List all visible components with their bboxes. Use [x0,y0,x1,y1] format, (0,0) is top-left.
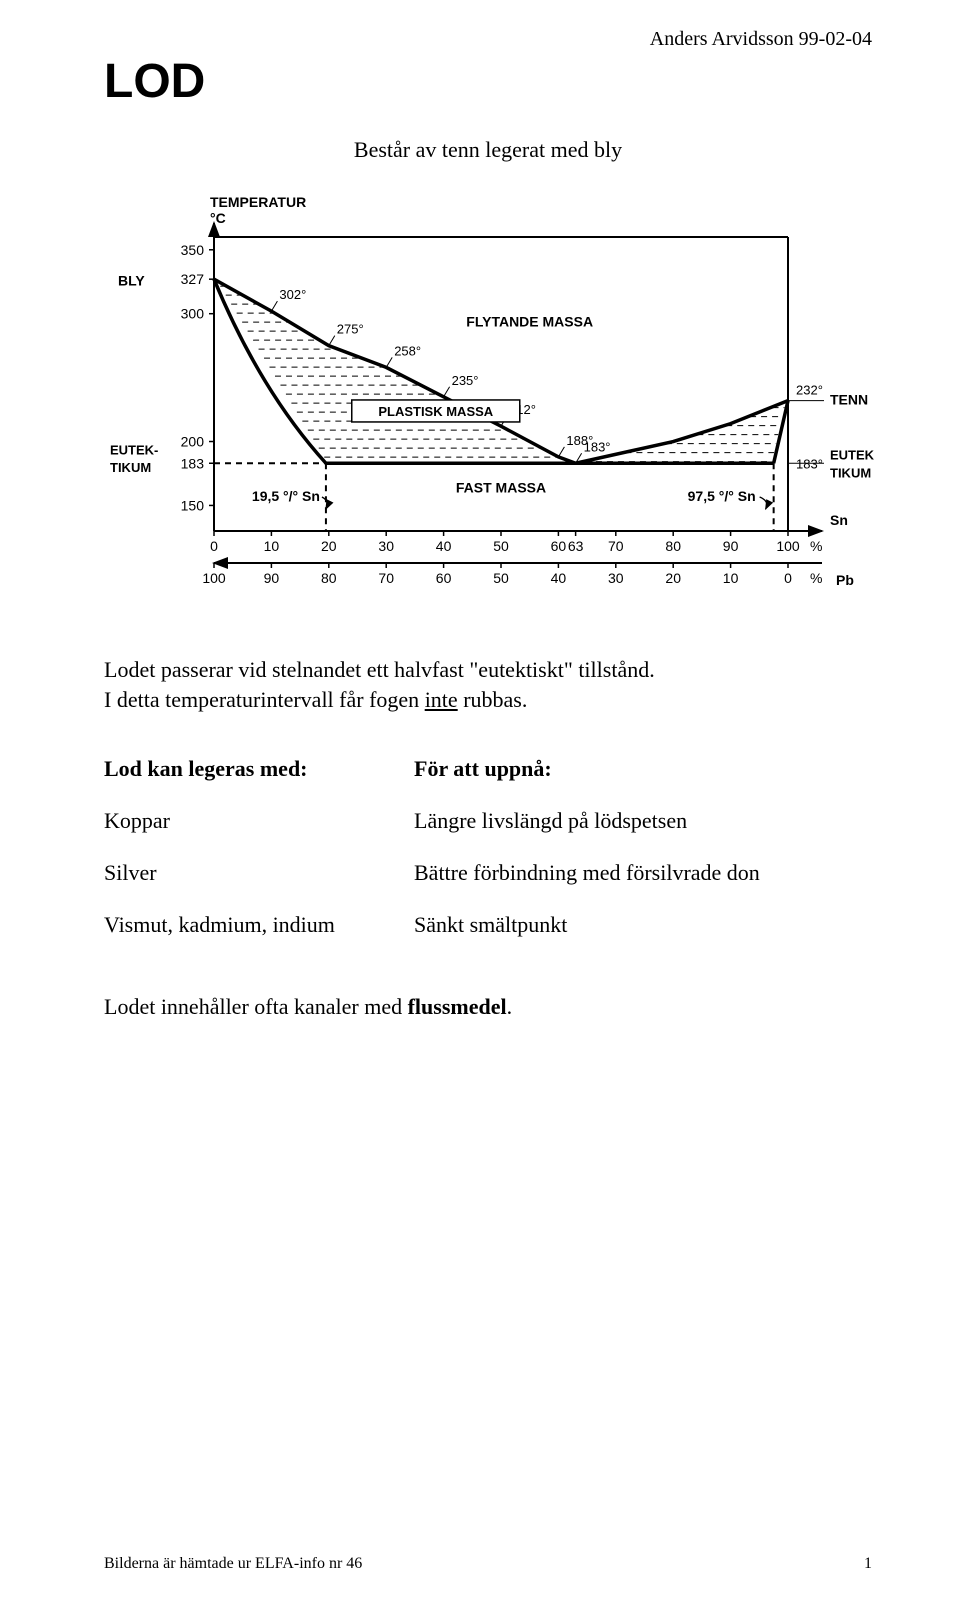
legend-row: Silver Bättre förbindning med försilvrad… [104,860,872,886]
legend-right: Bättre förbindning med försilvrade don [414,860,872,886]
legend-left: Koppar [104,808,414,834]
legend-right: Längre livslängd på lödspetsen [414,808,872,834]
svg-text:327: 327 [181,271,205,287]
svg-text:TEMPERATUR: TEMPERATUR [210,194,306,210]
footer-credit: Bilderna är hämtade ur ELFA-info nr 46 [104,1555,362,1573]
svg-text:70: 70 [378,570,394,586]
footer-page: 1 [864,1555,872,1573]
svg-text:FAST MASSA: FAST MASSA [456,480,546,496]
svg-text:0: 0 [784,570,792,586]
svg-text:40: 40 [551,570,567,586]
svg-text:100: 100 [776,538,800,554]
svg-text:20: 20 [321,538,337,554]
svg-text:40: 40 [436,538,452,554]
legend-header-left: Lod kan legeras med: [104,756,414,782]
svg-text:232°: 232° [796,383,823,398]
svg-text:EUTEK-: EUTEK- [110,442,158,457]
svg-text:70: 70 [608,538,624,554]
svg-text:0: 0 [210,538,218,554]
legend-header-right: För att uppnå: [414,756,872,782]
bottom-a: Lodet innehåller ofta kanaler med [104,994,408,1019]
svg-text:30: 30 [608,570,624,586]
legend-row: Koppar Längre livslängd på lödspetsen [104,808,872,834]
svg-text:TIKUM: TIKUM [110,460,151,475]
svg-text:90: 90 [723,538,739,554]
svg-text:350: 350 [181,242,205,258]
svg-text:302°: 302° [279,287,306,302]
svg-text:275°: 275° [337,322,364,337]
svg-text:Sn: Sn [830,512,848,528]
svg-text:100: 100 [202,570,226,586]
bottom-b: . [507,994,513,1019]
svg-text:BLY: BLY [118,273,145,289]
paragraph-1c: rubbas. [458,687,528,712]
svg-text:19,5 °/° Sn: 19,5 °/° Sn [252,488,320,504]
svg-text:10: 10 [723,570,739,586]
paragraph-1b: I detta temperaturintervall får fogen [104,687,425,712]
svg-text:EUTEK-: EUTEK- [830,447,874,462]
svg-text:183: 183 [181,455,205,471]
paragraph-1-underline: inte [425,687,458,712]
svg-text:10: 10 [264,538,280,554]
svg-text:60: 60 [551,538,567,554]
svg-text:80: 80 [321,570,337,586]
bottom-bold: flussmedel [408,994,507,1019]
svg-text:150: 150 [181,497,205,513]
legend-right: Sänkt smältpunkt [414,912,872,938]
svg-text:Pb: Pb [836,572,854,588]
svg-text:20: 20 [665,570,681,586]
legend-row: Vismut, kadmium, indium Sänkt smältpunkt [104,912,872,938]
subtitle: Består av tenn legerat med bly [354,137,622,162]
legend-left: Vismut, kadmium, indium [104,912,414,938]
svg-text:235°: 235° [452,373,479,388]
svg-text:TENN: TENN [830,392,868,408]
svg-text:30: 30 [378,538,394,554]
svg-text:%: % [810,570,822,586]
svg-text:258°: 258° [394,343,421,358]
svg-text:200: 200 [181,434,205,450]
svg-text:63: 63 [568,538,584,554]
legend-table: Lod kan legeras med: För att uppnå: Kopp… [104,756,872,938]
header-author-date: Anders Arvidsson 99-02-04 [650,28,872,51]
svg-text:50: 50 [493,570,509,586]
svg-text:60: 60 [436,570,452,586]
svg-text:80: 80 [665,538,681,554]
paragraph-1a: Lodet passerar vid stelnandet ett halvfa… [104,657,655,682]
svg-text:50: 50 [493,538,509,554]
svg-text:97,5 °/° Sn: 97,5 °/° Sn [688,488,756,504]
svg-text:PLASTISK MASSA: PLASTISK MASSA [378,404,493,419]
phase-diagram: 150183200300327350TEMPERATUR°C0102030405… [104,187,874,627]
page-title: LOD [104,54,872,109]
paragraph-1: Lodet passerar vid stelnandet ett halvfa… [104,655,872,714]
svg-text:°C: °C [210,210,226,226]
footer: Bilderna är hämtade ur ELFA-info nr 46 1 [104,1555,872,1573]
bottom-paragraph: Lodet innehåller ofta kanaler med flussm… [104,994,872,1020]
svg-text:300: 300 [181,306,205,322]
svg-text:90: 90 [264,570,280,586]
legend-left: Silver [104,860,414,886]
svg-text:TIKUM: TIKUM [830,465,871,480]
svg-text:FLYTANDE MASSA: FLYTANDE MASSA [466,313,593,329]
svg-text:%: % [810,538,822,554]
svg-text:183°: 183° [584,439,611,454]
